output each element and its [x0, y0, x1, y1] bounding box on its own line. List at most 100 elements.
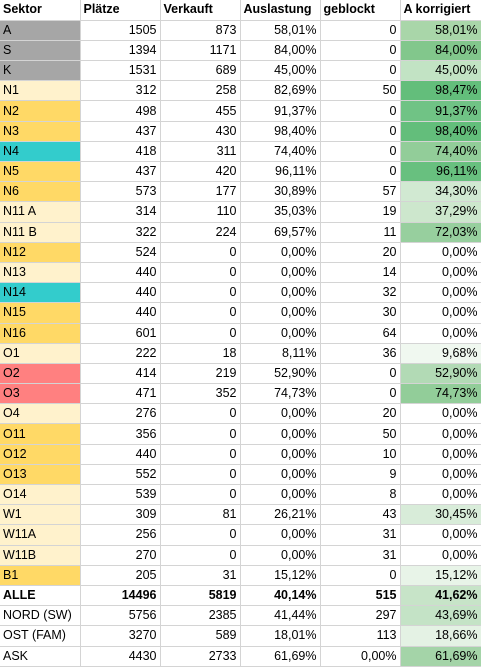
cell-sektor[interactable]: ALLE	[0, 585, 81, 607]
cell-plaetze[interactable]: 437	[80, 161, 161, 183]
cell-auslastung[interactable]: 0,00%	[240, 444, 321, 465]
cell-verkauft[interactable]: 258	[160, 80, 241, 102]
cell-korrigiert[interactable]: 0,00%	[400, 323, 481, 344]
cell-plaetze[interactable]: 256	[80, 524, 161, 546]
header-plaetze[interactable]: Plätze	[80, 0, 161, 21]
cell-auslastung[interactable]: 61,69%	[240, 646, 321, 667]
cell-geblockt[interactable]: 515	[320, 585, 401, 607]
cell-geblockt[interactable]: 9	[320, 464, 401, 486]
cell-verkauft[interactable]: 0	[160, 464, 241, 486]
cell-auslastung[interactable]: 84,00%	[240, 40, 321, 62]
cell-plaetze[interactable]: 270	[80, 545, 161, 566]
cell-sektor[interactable]: W11B	[0, 545, 81, 566]
header-auslastung[interactable]: Auslastung	[240, 0, 321, 21]
cell-korrigiert[interactable]: 74,73%	[400, 383, 481, 405]
cell-verkauft[interactable]: 5819	[160, 585, 241, 607]
cell-korrigiert[interactable]: 74,40%	[400, 141, 481, 163]
cell-korrigiert[interactable]: 0,00%	[400, 403, 481, 425]
cell-geblockt[interactable]: 32	[320, 282, 401, 304]
cell-sektor[interactable]: N14	[0, 282, 81, 304]
cell-plaetze[interactable]: 552	[80, 464, 161, 486]
cell-korrigiert[interactable]: 84,00%	[400, 40, 481, 62]
cell-verkauft[interactable]: 0	[160, 423, 241, 445]
cell-verkauft[interactable]: 18	[160, 343, 241, 364]
cell-verkauft[interactable]: 219	[160, 363, 241, 385]
cell-sektor[interactable]: N11 B	[0, 222, 81, 243]
cell-geblockt[interactable]: 0	[320, 565, 401, 586]
cell-plaetze[interactable]: 322	[80, 222, 161, 243]
cell-plaetze[interactable]: 524	[80, 242, 161, 263]
cell-verkauft[interactable]: 81	[160, 504, 241, 526]
cell-korrigiert[interactable]: 72,03%	[400, 222, 481, 243]
cell-verkauft[interactable]: 352	[160, 383, 241, 405]
cell-korrigiert[interactable]: 34,30%	[400, 181, 481, 203]
cell-verkauft[interactable]: 0	[160, 403, 241, 425]
cell-korrigiert[interactable]: 37,29%	[400, 201, 481, 223]
cell-auslastung[interactable]: 96,11%	[240, 161, 321, 183]
cell-geblockt[interactable]: 14	[320, 262, 401, 284]
cell-korrigiert[interactable]: 0,00%	[400, 484, 481, 506]
cell-sektor[interactable]: O14	[0, 484, 81, 506]
cell-verkauft[interactable]: 455	[160, 100, 241, 122]
cell-korrigiert[interactable]: 0,00%	[400, 282, 481, 304]
cell-plaetze[interactable]: 1505	[80, 20, 161, 41]
cell-plaetze[interactable]: 437	[80, 121, 161, 142]
header-korrigiert[interactable]: A korrigiert	[400, 0, 481, 21]
cell-korrigiert[interactable]: 58,01%	[400, 20, 481, 41]
cell-verkauft[interactable]: 0	[160, 302, 241, 324]
cell-verkauft[interactable]: 110	[160, 201, 241, 223]
cell-geblockt[interactable]: 31	[320, 524, 401, 546]
cell-korrigiert[interactable]: 0,00%	[400, 524, 481, 546]
cell-korrigiert[interactable]: 98,40%	[400, 121, 481, 142]
cell-sektor[interactable]: A	[0, 20, 81, 41]
cell-sektor[interactable]: N12	[0, 242, 81, 263]
cell-verkauft[interactable]: 1171	[160, 40, 241, 62]
cell-sektor[interactable]: NORD (SW)	[0, 605, 81, 627]
cell-geblockt[interactable]: 8	[320, 484, 401, 506]
cell-sektor[interactable]: W1	[0, 504, 81, 526]
cell-auslastung[interactable]: 0,00%	[240, 323, 321, 344]
cell-verkauft[interactable]: 0	[160, 282, 241, 304]
cell-plaetze[interactable]: 440	[80, 302, 161, 324]
cell-sektor[interactable]: O3	[0, 383, 81, 405]
cell-sektor[interactable]: N2	[0, 100, 81, 122]
cell-plaetze[interactable]: 440	[80, 262, 161, 284]
cell-korrigiert[interactable]: 0,00%	[400, 464, 481, 486]
cell-geblockt[interactable]: 0	[320, 161, 401, 183]
cell-korrigiert[interactable]: 41,62%	[400, 585, 481, 607]
cell-verkauft[interactable]: 311	[160, 141, 241, 163]
cell-geblockt[interactable]: 0	[320, 20, 401, 41]
cell-korrigiert[interactable]: 0,00%	[400, 444, 481, 465]
cell-geblockt[interactable]: 50	[320, 423, 401, 445]
cell-plaetze[interactable]: 309	[80, 504, 161, 526]
cell-geblockt[interactable]: 10	[320, 444, 401, 465]
cell-verkauft[interactable]: 430	[160, 121, 241, 142]
cell-auslastung[interactable]: 82,69%	[240, 80, 321, 102]
cell-plaetze[interactable]: 222	[80, 343, 161, 364]
cell-korrigiert[interactable]: 91,37%	[400, 100, 481, 122]
cell-auslastung[interactable]: 0,00%	[240, 524, 321, 546]
cell-korrigiert[interactable]: 43,69%	[400, 605, 481, 627]
cell-korrigiert[interactable]: 0,00%	[400, 545, 481, 566]
cell-auslastung[interactable]: 41,44%	[240, 605, 321, 627]
cell-verkauft[interactable]: 0	[160, 242, 241, 263]
cell-plaetze[interactable]: 440	[80, 444, 161, 465]
cell-auslastung[interactable]: 0,00%	[240, 423, 321, 445]
cell-auslastung[interactable]: 91,37%	[240, 100, 321, 122]
cell-geblockt[interactable]: 0,00%	[320, 646, 401, 667]
cell-auslastung[interactable]: 0,00%	[240, 242, 321, 263]
cell-plaetze[interactable]: 414	[80, 363, 161, 385]
cell-geblockt[interactable]: 297	[320, 605, 401, 627]
cell-geblockt[interactable]: 31	[320, 545, 401, 566]
cell-plaetze[interactable]: 276	[80, 403, 161, 425]
cell-sektor[interactable]: K	[0, 60, 81, 82]
cell-korrigiert[interactable]: 30,45%	[400, 504, 481, 526]
cell-plaetze[interactable]: 5756	[80, 605, 161, 627]
header-geblockt[interactable]: geblockt	[320, 0, 401, 21]
cell-plaetze[interactable]: 4430	[80, 646, 161, 667]
cell-geblockt[interactable]: 20	[320, 242, 401, 263]
cell-geblockt[interactable]: 19	[320, 201, 401, 223]
cell-sektor[interactable]: O11	[0, 423, 81, 445]
cell-plaetze[interactable]: 1394	[80, 40, 161, 62]
cell-auslastung[interactable]: 0,00%	[240, 545, 321, 566]
